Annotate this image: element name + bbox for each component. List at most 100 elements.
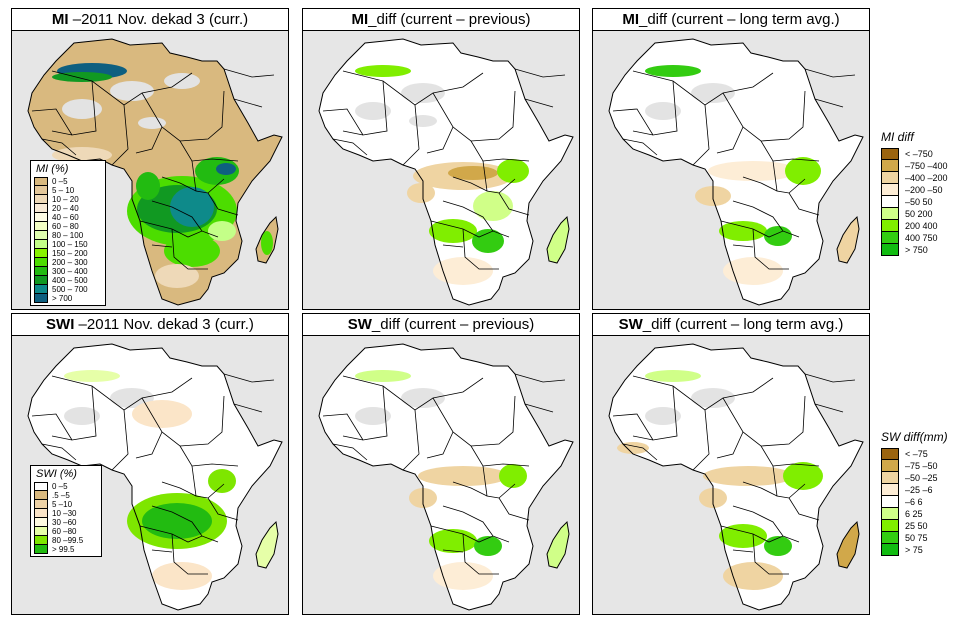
map-svg xyxy=(608,38,864,306)
legend-label: 10 –30 xyxy=(52,509,77,518)
africa-map: MI (%) 0 –5 5 – 10 10 – 20 20 – 40 40 – 60 60… xyxy=(11,30,289,310)
mi-diff-legend: MI diff < –750 –750 –400 –400 –200 –200 –50… xyxy=(881,130,948,256)
legend-label: 150 – 200 xyxy=(52,249,88,258)
legend-item: 60 – 80 xyxy=(34,222,102,231)
legend-item: < –75 xyxy=(881,448,948,460)
legend-label: < –750 xyxy=(905,149,933,159)
legend-item: –6 6 xyxy=(881,496,948,508)
legend-label: > 99.5 xyxy=(52,545,75,554)
legend-item: 200 – 300 xyxy=(34,258,102,267)
sw-diff-legend: SW diff(mm) < –75 –75 –50 –50 –25 –25 –6 –6 … xyxy=(881,430,948,556)
legend-label: 6 25 xyxy=(905,509,923,519)
legend-swatch xyxy=(34,536,48,545)
legend-label: 400 – 500 xyxy=(52,276,88,285)
legend-swatch xyxy=(34,240,48,249)
legend-label: > 75 xyxy=(905,545,923,555)
legend-item: 100 – 150 xyxy=(34,240,102,249)
legend-label: 25 50 xyxy=(905,521,928,531)
legend-item: –75 –50 xyxy=(881,460,948,472)
legend-swatch xyxy=(34,491,48,500)
map-svg xyxy=(27,38,283,306)
legend-label: 5 – 10 xyxy=(52,186,75,195)
legend-swatch xyxy=(881,196,899,208)
panel-title: MI –2011 Nov. dekad 3 (curr.) xyxy=(11,8,289,31)
legend-item: 400 – 500 xyxy=(34,276,102,285)
legend-swatch xyxy=(881,496,899,508)
legend-swatch xyxy=(881,220,899,232)
legend-label: 20 – 40 xyxy=(52,204,79,213)
africa-map xyxy=(302,30,580,310)
legend-item: –200 –50 xyxy=(881,184,948,196)
legend-swatch xyxy=(881,160,899,172)
legend-label: 200 400 xyxy=(905,221,938,231)
legend-swatch xyxy=(881,208,899,220)
legend-label: < –75 xyxy=(905,449,928,459)
legend-item: 500 – 700 xyxy=(34,285,102,294)
legend-label: –6 6 xyxy=(905,497,923,507)
legend-swatch xyxy=(34,527,48,536)
legend-swatch xyxy=(34,518,48,527)
legend-swatch xyxy=(881,448,899,460)
legend-label: –400 –200 xyxy=(905,173,948,183)
legend-swatch xyxy=(34,258,48,267)
legend-label: 40 – 60 xyxy=(52,213,79,222)
legend-swatch xyxy=(34,276,48,285)
legend-item: 0 –5 xyxy=(34,482,98,491)
legend-item: 150 – 200 xyxy=(34,249,102,258)
legend-item: 80 –99.5 xyxy=(34,536,98,545)
legend-item: 400 750 xyxy=(881,232,948,244)
legend-swatch xyxy=(881,244,899,256)
legend-item: –400 –200 xyxy=(881,172,948,184)
africa-map xyxy=(592,30,870,310)
panel-title: SW_diff (current – long term avg.) xyxy=(592,313,870,336)
legend-swatch xyxy=(881,232,899,244)
legend-label: –75 –50 xyxy=(905,461,938,471)
legend-item: < –750 xyxy=(881,148,948,160)
legend-item: 5 – 10 xyxy=(34,186,102,195)
legend-swatch xyxy=(34,249,48,258)
legend-item: 50 75 xyxy=(881,532,948,544)
legend-swatch xyxy=(34,500,48,509)
panel-title: MI_diff (current – long term avg.) xyxy=(592,8,870,31)
legend-swatch xyxy=(34,545,48,554)
legend-swatch xyxy=(34,213,48,222)
legend-item: 10 – 20 xyxy=(34,195,102,204)
legend-swatch xyxy=(34,186,48,195)
legend-swatch xyxy=(34,195,48,204)
legend-item: 10 –30 xyxy=(34,509,98,518)
legend-title: MI (%) xyxy=(36,163,69,175)
legend-item: –50 –25 xyxy=(881,472,948,484)
legend-swatch xyxy=(34,204,48,213)
legend-label: > 750 xyxy=(905,245,928,255)
map-svg xyxy=(318,38,574,306)
mi-legend: MI (%) 0 –5 5 – 10 10 – 20 20 – 40 40 – 60 60… xyxy=(30,160,106,306)
legend-swatch xyxy=(34,482,48,491)
legend-item: 80 – 100 xyxy=(34,231,102,240)
legend-swatch xyxy=(881,460,899,472)
panel-title: SWI –2011 Nov. dekad 3 (curr.) xyxy=(11,313,289,336)
legend-swatch xyxy=(34,222,48,231)
legend-item: 6 25 xyxy=(881,508,948,520)
legend-swatch xyxy=(881,472,899,484)
legend-swatch xyxy=(34,177,48,186)
legend-label: –50 –25 xyxy=(905,473,938,483)
legend-label: 300 – 400 xyxy=(52,267,88,276)
legend-item: 25 50 xyxy=(881,520,948,532)
legend-item: > 750 xyxy=(881,244,948,256)
swi-legend: SWI (%) 0 –5.5 –5 5 –10 10 –30 30 –60 60 –80… xyxy=(30,465,102,557)
legend-title: MI diff xyxy=(881,130,914,144)
legend-item: 40 – 60 xyxy=(34,213,102,222)
legend-label: 100 – 150 xyxy=(52,240,88,249)
legend-label: 500 – 700 xyxy=(52,285,88,294)
map-svg xyxy=(318,343,574,611)
legend-label: > 700 xyxy=(52,294,73,303)
legend-item: 30 –60 xyxy=(34,518,98,527)
legend-item: .5 –5 xyxy=(34,491,98,500)
africa-map: SWI (%) 0 –5.5 –5 5 –10 10 –30 30 –60 60 –80… xyxy=(11,335,289,615)
legend-swatch xyxy=(881,544,899,556)
legend-label: –750 –400 xyxy=(905,161,948,171)
legend-title: SWI (%) xyxy=(36,468,77,480)
legend-swatch xyxy=(34,294,48,303)
legend-item: 5 –10 xyxy=(34,500,98,509)
legend-item: 200 400 xyxy=(881,220,948,232)
